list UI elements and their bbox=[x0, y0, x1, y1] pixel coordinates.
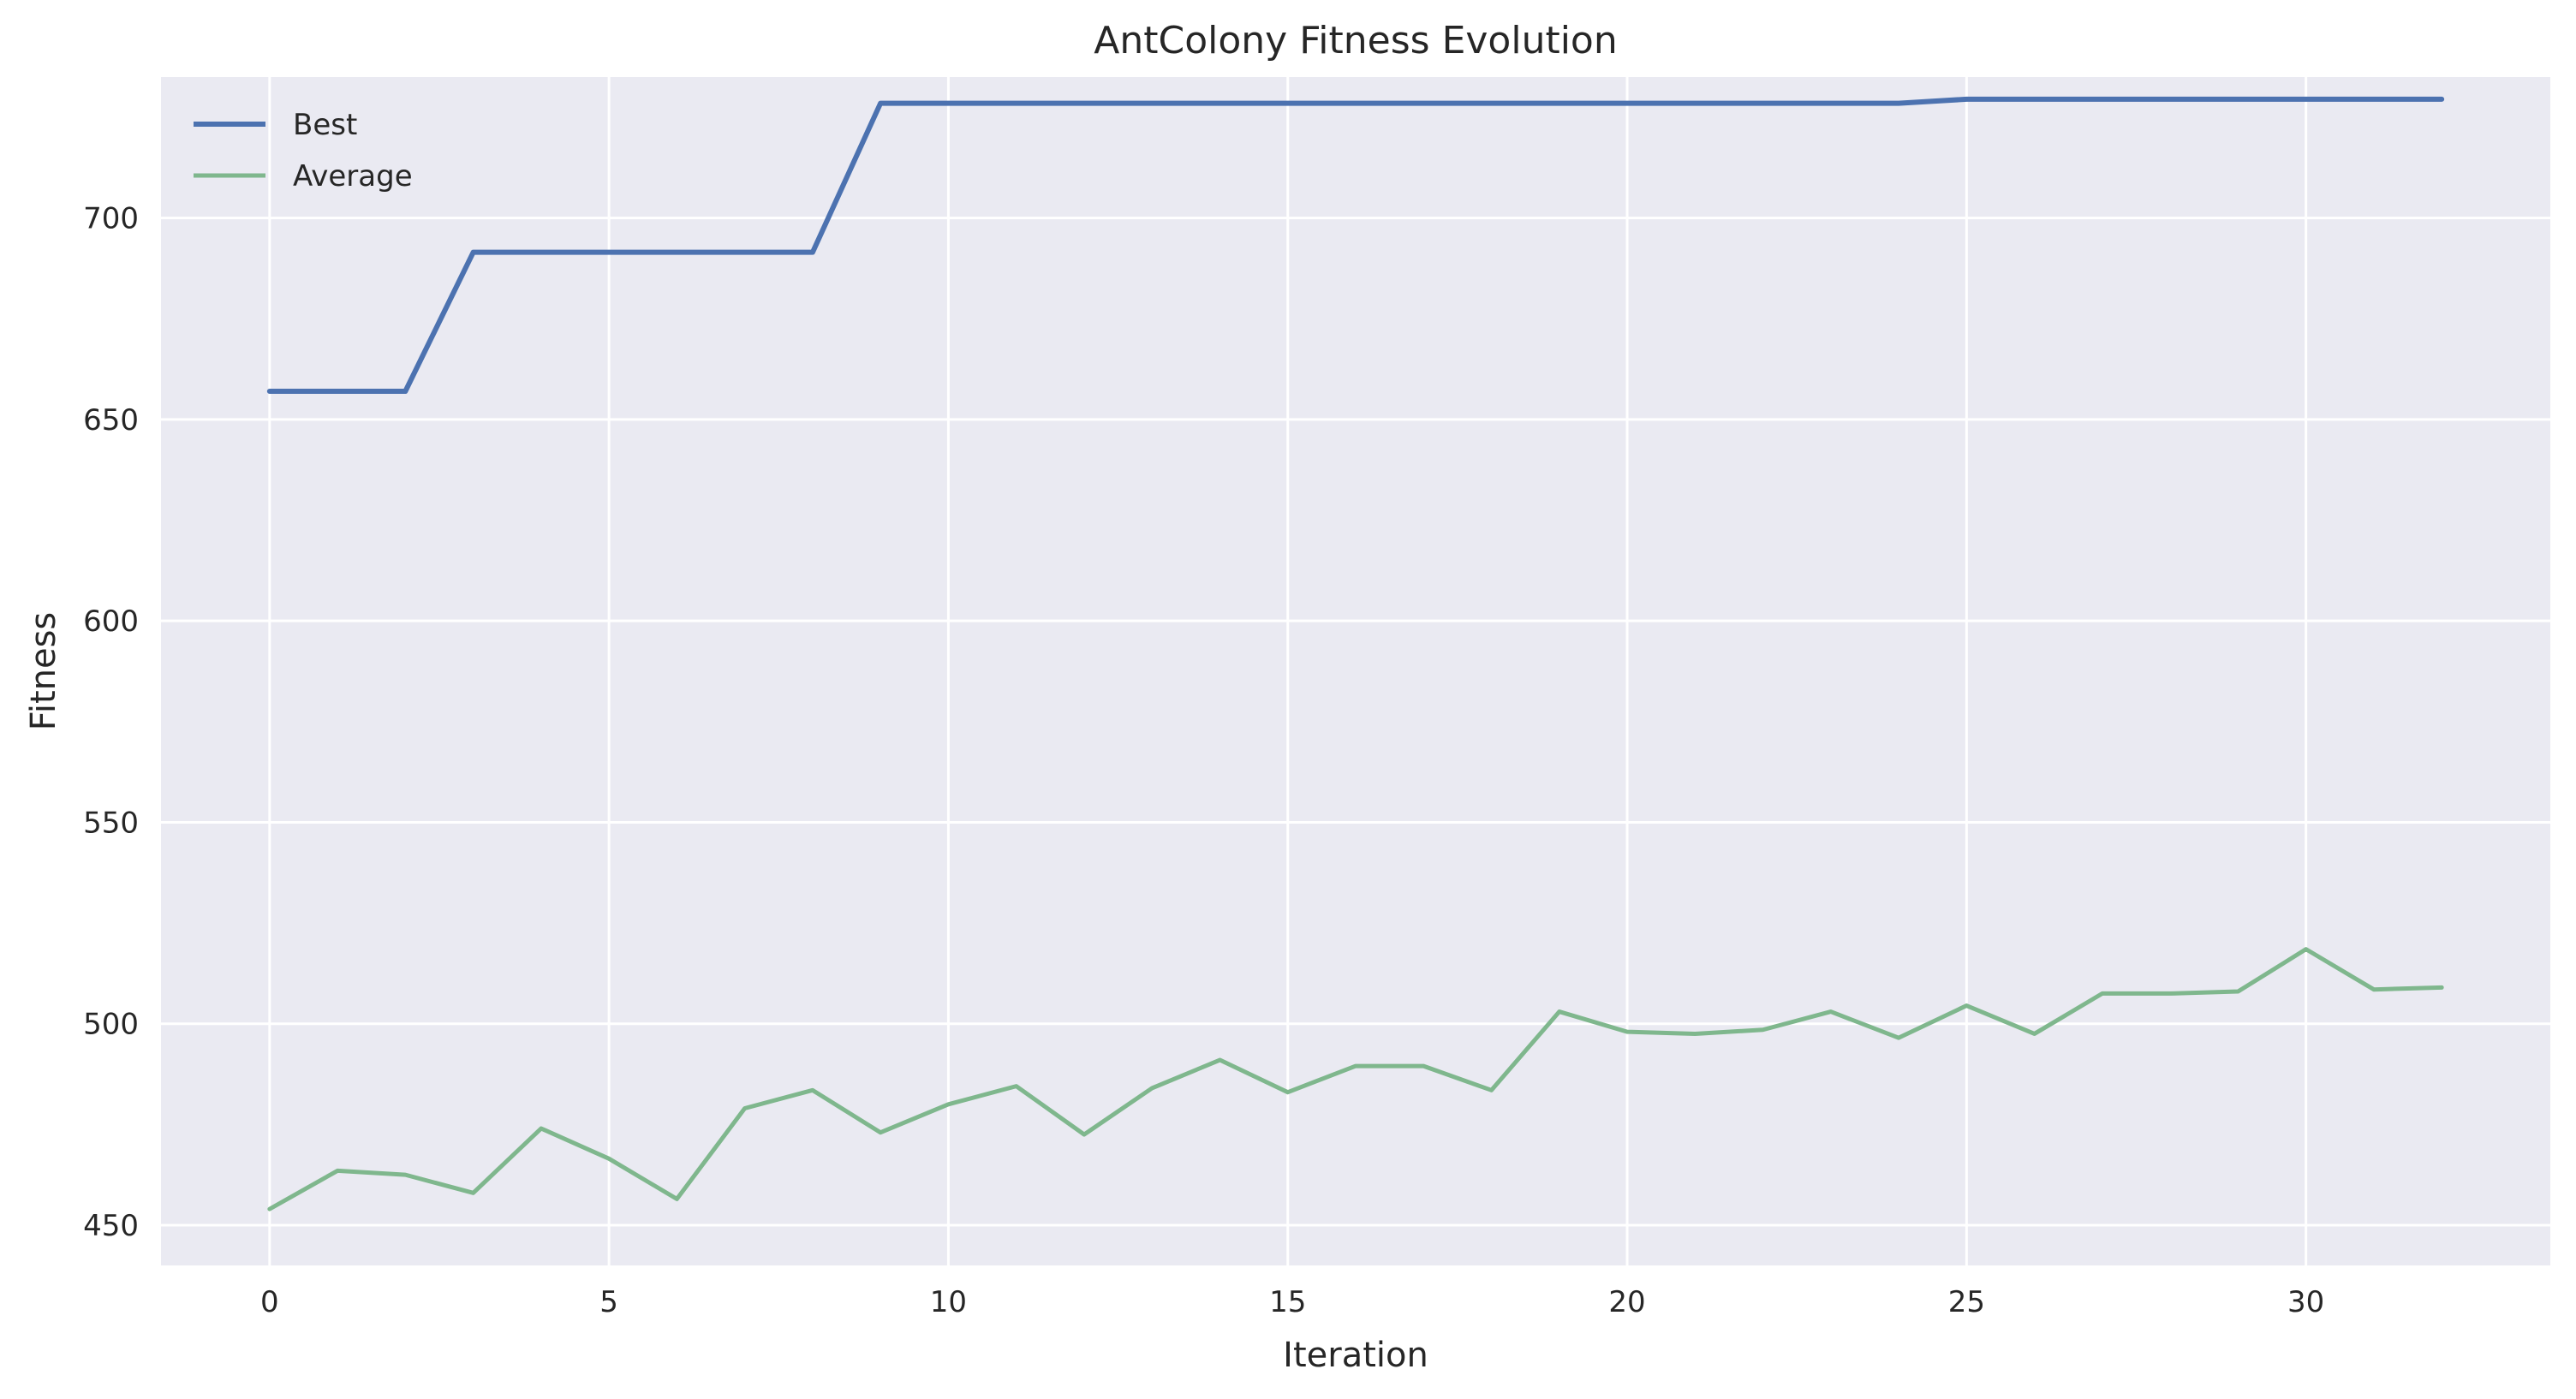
legend-label-average: Average bbox=[293, 159, 413, 193]
x-tick-label: 0 bbox=[260, 1285, 279, 1319]
y-tick-label: 500 bbox=[83, 1008, 139, 1042]
grid bbox=[161, 77, 2550, 1265]
x-tick-label: 25 bbox=[1948, 1285, 1985, 1319]
y-tick-label: 600 bbox=[83, 604, 139, 639]
x-tick-label: 30 bbox=[2287, 1285, 2324, 1319]
y-tick-label: 650 bbox=[83, 403, 139, 438]
x-tick-label: 10 bbox=[930, 1285, 967, 1319]
series-line-best bbox=[266, 96, 2445, 394]
y-tick-label: 550 bbox=[83, 806, 139, 840]
chart-title: AntColony Fitness Evolution bbox=[1094, 19, 1617, 63]
x-tick-labels: 0 5 10 15 20 25 30 bbox=[260, 1285, 2324, 1319]
plot-area bbox=[161, 77, 2550, 1265]
x-tick-label: 20 bbox=[1608, 1285, 1645, 1319]
y-tick-label: 450 bbox=[83, 1209, 139, 1243]
y-axis-label: Fitness bbox=[24, 612, 63, 731]
x-axis-label: Iteration bbox=[1283, 1336, 1428, 1375]
legend: Best Average bbox=[194, 108, 413, 193]
y-tick-labels: 450 500 550 600 650 700 bbox=[83, 202, 139, 1243]
x-tick-label: 15 bbox=[1269, 1285, 1306, 1319]
series-lines bbox=[266, 96, 2445, 1211]
x-tick-label: 5 bbox=[599, 1285, 618, 1319]
y-tick-label: 700 bbox=[83, 202, 139, 236]
legend-label-best: Best bbox=[293, 108, 357, 142]
series-line-average bbox=[267, 947, 2444, 1211]
